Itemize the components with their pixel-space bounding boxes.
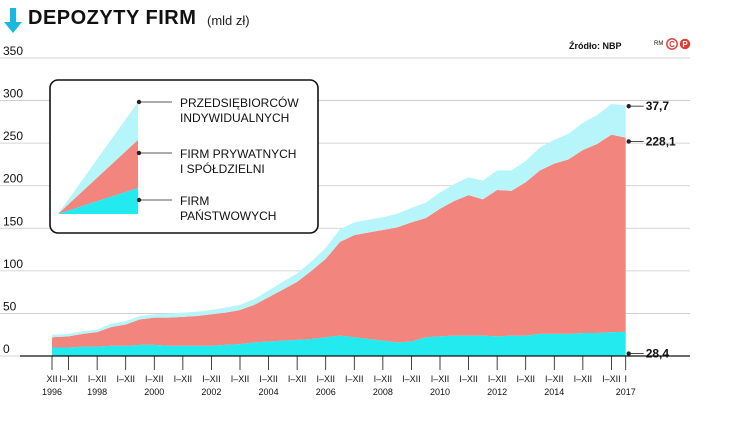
x-tick-label: I–XII <box>488 374 507 384</box>
credit-text: RM <box>654 41 664 47</box>
end-labels: 28,4 228,1 37,7 <box>626 99 676 361</box>
x-tick-label: I–XII <box>374 374 393 384</box>
x-year-label: 2006 <box>316 387 336 397</box>
y-tick-label: 250 <box>3 129 23 143</box>
x-tick-label: I–XII <box>545 374 564 384</box>
legend-label: INDYWIDUALNYCH <box>180 111 289 125</box>
x-year-label: 2012 <box>487 387 507 397</box>
x-tick-label: I–XII <box>202 374 221 384</box>
legend-label: PRZEDSIĘBIORCÓW <box>180 95 299 110</box>
x-tick-label: I–XII <box>116 374 135 384</box>
x-tick-label: I–XII <box>316 374 335 384</box>
x-year-label: 2010 <box>430 387 450 397</box>
x-tick-label: I–XII <box>88 374 107 384</box>
y-tick-label: 300 <box>3 87 23 101</box>
x-tick-label: I–XII <box>59 374 78 384</box>
svg-text:P: P <box>682 40 688 49</box>
x-tick-label: I–XII <box>602 374 621 384</box>
x-tick-label: I–XII <box>345 374 364 384</box>
x-tick-label: XII <box>46 374 57 384</box>
y-tick-label: 150 <box>3 214 23 228</box>
x-year-label: 2002 <box>201 387 221 397</box>
x-tick-label: I–XII <box>174 374 193 384</box>
x-tick-label: I–XII <box>574 374 593 384</box>
end-value-label: 37,7 <box>646 99 670 113</box>
source-note: Źródło: NBP <box>569 41 622 51</box>
area-series-1 <box>52 331 626 356</box>
svg-text:C: C <box>669 40 675 49</box>
x-year-label: 1996 <box>42 387 62 397</box>
legend-swatch-1 <box>58 102 138 214</box>
x-tick-label: I–XII <box>259 374 278 384</box>
y-tick-label: 100 <box>3 257 23 271</box>
area-series-2 <box>52 134 626 348</box>
x-tick-label: I–XII <box>516 374 535 384</box>
x-tick-label: I–XII <box>459 374 478 384</box>
x-tick-label: I–XII <box>288 374 307 384</box>
legend-swatch-2 <box>58 140 138 214</box>
y-tick-label: 0 <box>3 342 10 356</box>
legend-label: PAŃSTWOWYCH <box>180 208 276 223</box>
copyright-logo: C P <box>666 38 691 50</box>
legend-label: FIRM <box>180 194 209 208</box>
end-value-label: 28,4 <box>646 347 670 361</box>
x-year-label: 2014 <box>544 387 564 397</box>
y-tick-label: 50 <box>3 299 17 313</box>
legend-swatch-3 <box>58 188 138 214</box>
x-axis-labels: XII 1996 I–XII I–XII 1998 I–XII I–XII 2000 I–XII… <box>42 374 636 397</box>
x-year-label: 2000 <box>144 387 164 397</box>
legend-label: FIRM PRYWATNYCH <box>180 147 296 161</box>
legend-label: I SPÓŁDZIELNI <box>180 161 265 176</box>
x-tick-label: I <box>624 374 627 384</box>
x-tick-label: I–XII <box>231 374 250 384</box>
x-year-label: 1998 <box>87 387 107 397</box>
x-tick-label: I–XII <box>402 374 421 384</box>
x-tick-label: I–XII <box>145 374 164 384</box>
x-year-label: 2008 <box>373 387 393 397</box>
y-tick-label: 350 <box>3 44 23 58</box>
axes <box>20 355 690 370</box>
y-axis-labels: 0 50 100 150 200 250 300 350 <box>3 44 23 356</box>
areas <box>52 103 626 356</box>
arrow-down-icon <box>4 8 22 33</box>
end-value-label: 228,1 <box>646 134 676 148</box>
chart-title: DEPOZYTY FIRM <box>28 7 197 29</box>
x-year-label: 2004 <box>259 387 279 397</box>
x-tick-label: I–XII <box>431 374 450 384</box>
chart-unit: (mld zł) <box>207 13 250 28</box>
y-tick-label: 200 <box>3 172 23 186</box>
x-year-label: 2017 <box>616 387 636 397</box>
